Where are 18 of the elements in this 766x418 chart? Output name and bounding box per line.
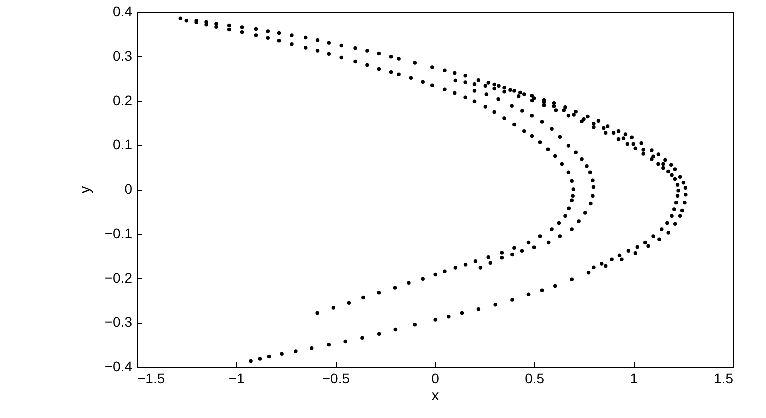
y-tick-label: 0.2: [113, 92, 133, 108]
y-tick-label: 0: [124, 181, 133, 197]
x-tick-label: −1: [228, 370, 246, 386]
y-tick-label: −0.3: [104, 314, 133, 330]
x-tick-label: 0: [432, 370, 440, 386]
x-tick-label: −1.5: [138, 370, 166, 386]
x-axis-title: x: [432, 388, 440, 404]
x-tick-label: 1.5: [714, 370, 734, 386]
x-tick-label: −0.5: [322, 370, 350, 386]
x-tick-label: 0.5: [525, 370, 545, 386]
y-tick-label: −0.1: [104, 225, 133, 242]
y-tick-label: 0.3: [113, 48, 133, 64]
y-tick-label: −0.2: [104, 270, 133, 286]
y-axis-title: y: [76, 186, 94, 194]
y-tick-label: 0.4: [113, 4, 133, 20]
y-tick-label: 0.1: [113, 136, 133, 153]
x-tick-label: 1: [630, 370, 638, 386]
y-tick-label: −0.4: [104, 358, 133, 374]
